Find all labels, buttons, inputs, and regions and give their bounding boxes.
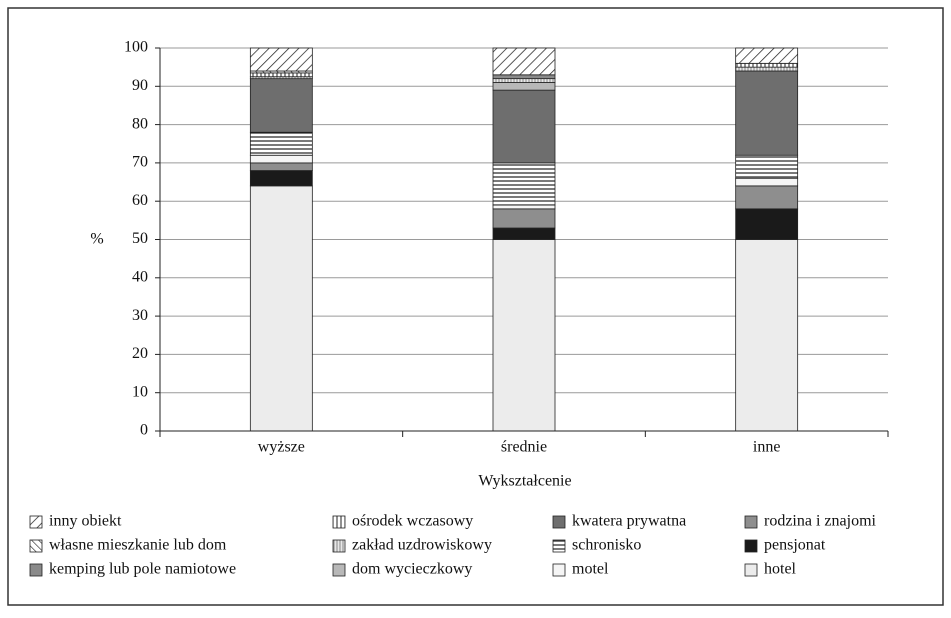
bar-segment [492,239,556,432]
bar-segment [735,47,799,64]
legend-swatch [332,563,346,577]
legend-swatch [29,515,43,529]
y-tick-label: 30 [132,307,148,324]
legend-label: kemping lub pole namiotowe [49,561,236,578]
x-axis-label: Wykształcenie [478,473,571,490]
legend-swatch [552,563,566,577]
y-axis-label: % [90,231,103,248]
y-tick-label: 10 [132,383,148,400]
legend-label: zakład uzdrowiskowy [352,537,492,554]
legend-swatch [29,563,43,577]
bar-segment [492,78,556,83]
bar-segment [735,66,799,72]
bar-segment [249,162,313,171]
legend-label: motel [572,561,609,578]
legend-label: kwatera prywatna [572,513,686,530]
bar-segment [492,74,556,80]
legend-label: pensjonat [764,537,826,554]
y-tick-label: 20 [132,345,148,362]
bar-segment [492,47,556,76]
legend-swatch [332,515,346,529]
legend-label: dom wycieczkowy [352,561,472,578]
y-tick-label: 0 [140,422,148,439]
bar-segment [735,177,799,187]
bar-segment [249,78,313,133]
bar-segment [492,89,556,164]
bars [249,47,799,432]
x-tick-label: wyższe [258,439,305,456]
bar-segment [492,82,556,91]
legend-swatch [552,539,566,553]
legend-swatch [552,515,566,529]
x-tick-label: inne [753,439,781,456]
y-tick-label: 100 [124,39,148,56]
legend-swatch [332,539,346,553]
legend-swatch [744,563,758,577]
legend-label: inny obiekt [49,513,122,530]
y-tick-label: 40 [132,268,148,285]
y-tick-label: 90 [132,77,148,94]
bar-segment [735,154,799,179]
bar-segment [249,154,313,164]
bar-segment [735,239,799,432]
bar-segment [735,185,799,210]
y-tick-label: 50 [132,230,148,247]
legend: hotel pensjonat rodzina i znajomi motel schr… [29,513,877,578]
bar-segment [249,170,313,187]
bar-segment [249,72,313,78]
legend-swatch [29,539,43,553]
bar-segment [492,162,556,206]
y-tick-label: 80 [132,115,148,132]
y-tick-label: 60 [132,192,148,209]
legend-label: ośrodek wczasowy [352,513,473,530]
bar-segment [735,70,799,156]
legend-swatch [744,539,758,553]
bar-segment [735,62,799,68]
bar-segment [249,185,313,432]
bar-segment [735,208,799,240]
legend-label: rodzina i znajomi [764,513,877,530]
bar-segment [492,208,556,229]
legend-label: własne mieszkanie lub dom [49,537,227,554]
bar-segment [492,227,556,240]
legend-swatch [744,515,758,529]
frame [7,7,944,606]
bar-segment [492,204,556,210]
y-tick-label: 70 [132,154,148,171]
x-tick-label: średnie [501,439,547,456]
legend-label: schronisko [572,537,641,554]
bar-segment [249,131,313,156]
axes: 0 10 20 30 40 50 60 70 80 90 100 wyższe średnie inne [124,39,889,456]
bar-segment [249,47,313,72]
legend-label: hotel [764,561,797,578]
